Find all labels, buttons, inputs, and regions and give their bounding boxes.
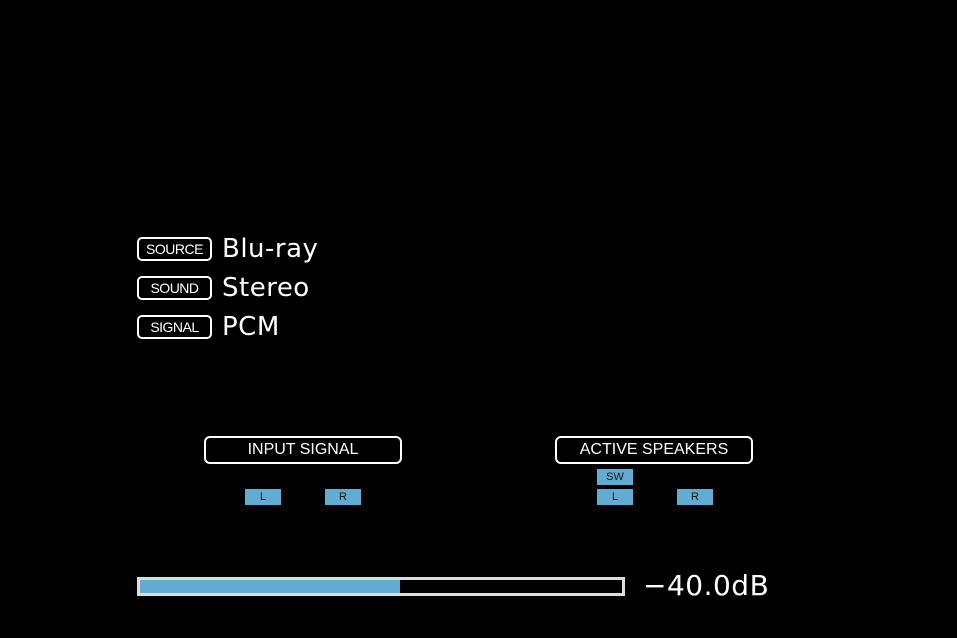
signal-value: PCM xyxy=(222,312,280,342)
signal-tag: SIGNAL xyxy=(137,315,212,339)
input-signal-header: INPUT SIGNAL xyxy=(204,436,402,464)
input-channel-l: L xyxy=(245,489,281,505)
source-tag: SOURCE xyxy=(137,237,212,261)
source-value: Blu-ray xyxy=(222,234,319,264)
sound-tag: SOUND xyxy=(137,276,212,300)
volume-bar xyxy=(137,577,625,596)
speaker-sw: SW xyxy=(597,469,633,485)
active-speakers-header: ACTIVE SPEAKERS xyxy=(555,436,753,464)
input-channel-r: R xyxy=(325,489,361,505)
speaker-l: L xyxy=(597,489,633,505)
volume-bar-fill xyxy=(140,580,401,593)
speaker-r: R xyxy=(677,489,713,505)
volume-level: −40.0dB xyxy=(643,569,770,602)
sound-value: Stereo xyxy=(222,273,310,303)
